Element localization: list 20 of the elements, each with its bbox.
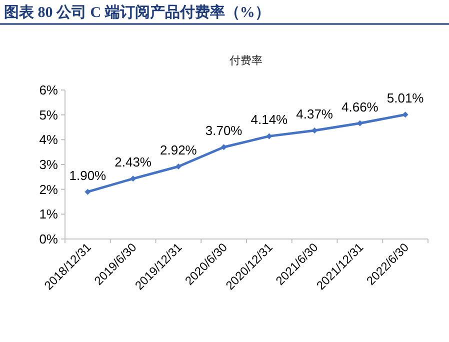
data-label: 2.43%	[114, 154, 152, 170]
y-tick-label: 3%	[39, 157, 58, 172]
data-label: 5.01%	[386, 90, 424, 106]
point	[84, 188, 91, 195]
data-label: 3.70%	[205, 123, 243, 138]
y-tick-label: 6%	[39, 82, 58, 98]
y-tick-label: 1%	[39, 206, 58, 222]
data-label: 1.90%	[69, 168, 107, 183]
data-label: 2.92%	[160, 142, 198, 158]
y-tick-label: 0%	[39, 232, 58, 246]
point	[130, 176, 136, 182]
data-label: 4.14%	[250, 112, 288, 128]
chart-title: 图表 80 公司 C 端订阅产品付费率（%）	[4, 3, 270, 21]
data-label: 4.66%	[342, 99, 379, 114]
data-label: 4.37%	[296, 106, 334, 122]
chart-subtitle: 付费率	[230, 54, 262, 67]
y-tick-label: 4%	[39, 132, 58, 148]
y-tick-label: 5%	[39, 107, 58, 122]
point	[220, 144, 227, 150]
y-tick-label: 2%	[39, 182, 58, 197]
